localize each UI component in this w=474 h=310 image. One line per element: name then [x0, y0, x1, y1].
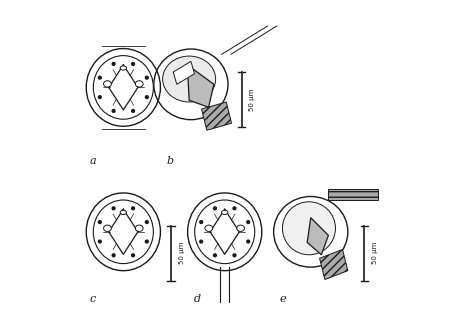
Text: 50 μm: 50 μm — [372, 242, 378, 264]
Ellipse shape — [237, 225, 245, 232]
Ellipse shape — [163, 56, 216, 102]
Ellipse shape — [112, 254, 115, 257]
Ellipse shape — [112, 109, 115, 112]
Text: a: a — [90, 156, 96, 166]
Ellipse shape — [136, 225, 143, 232]
Ellipse shape — [132, 254, 135, 257]
Ellipse shape — [214, 207, 217, 210]
Ellipse shape — [99, 96, 101, 99]
Ellipse shape — [99, 76, 101, 79]
Ellipse shape — [233, 254, 236, 257]
Polygon shape — [307, 218, 328, 255]
Ellipse shape — [146, 76, 148, 79]
Ellipse shape — [247, 221, 250, 224]
Text: 50 μm: 50 μm — [249, 89, 255, 111]
Ellipse shape — [112, 207, 115, 210]
Ellipse shape — [273, 197, 348, 267]
Polygon shape — [187, 65, 214, 107]
Ellipse shape — [112, 63, 115, 65]
Ellipse shape — [200, 221, 202, 224]
Ellipse shape — [132, 109, 135, 112]
Ellipse shape — [132, 63, 135, 65]
Text: 50 μm: 50 μm — [179, 242, 185, 264]
Ellipse shape — [120, 66, 127, 70]
Ellipse shape — [221, 210, 228, 215]
Ellipse shape — [103, 225, 111, 232]
Polygon shape — [173, 61, 194, 84]
Ellipse shape — [154, 49, 228, 120]
Ellipse shape — [247, 240, 250, 243]
Ellipse shape — [233, 207, 236, 210]
Ellipse shape — [200, 240, 202, 243]
Ellipse shape — [136, 81, 143, 87]
Polygon shape — [201, 102, 231, 130]
Text: e: e — [280, 294, 287, 304]
Ellipse shape — [205, 225, 213, 232]
Text: d: d — [194, 294, 201, 304]
Ellipse shape — [99, 221, 101, 224]
Ellipse shape — [146, 96, 148, 99]
Ellipse shape — [99, 240, 101, 243]
Ellipse shape — [103, 81, 111, 87]
Polygon shape — [328, 189, 378, 200]
Polygon shape — [319, 250, 348, 280]
Ellipse shape — [283, 202, 336, 255]
Ellipse shape — [146, 240, 148, 243]
Ellipse shape — [214, 254, 217, 257]
Ellipse shape — [132, 207, 135, 210]
Text: b: b — [166, 156, 173, 166]
Ellipse shape — [146, 221, 148, 224]
Ellipse shape — [120, 210, 127, 215]
Text: c: c — [90, 294, 96, 304]
